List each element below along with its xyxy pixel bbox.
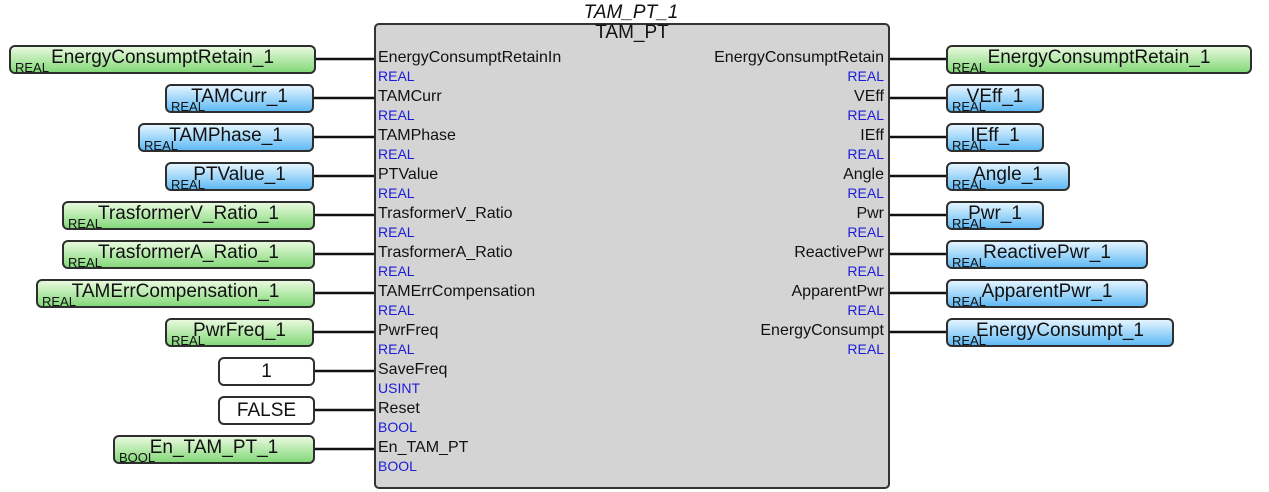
variable-type: REAL [171,177,205,192]
output-pin-type: REAL [847,146,884,162]
variable-box-input-4[interactable]: TrasformerV_Ratio_1 REAL [62,201,315,231]
input-pin-name: TAMPhase [378,127,456,144]
block-type-name: TAM_PT [595,22,669,43]
constant-box-input-9[interactable]: FALSE [218,396,315,425]
output-pin-name: IEff [860,127,884,144]
variable-type: REAL [42,294,76,309]
variable-name: ReactivePwr_1 [983,242,1111,263]
output-pin-type: REAL [847,341,884,357]
input-pin-name: SaveFreq [378,361,448,378]
variable-box-output-3[interactable]: Angle_1 REAL [946,162,1070,192]
input-pin-name: TrasformerA_Ratio [378,244,513,261]
variable-box-input-3[interactable]: PTValue_1 REAL [165,162,314,192]
input-pin-name: TAMCurr [378,88,442,105]
input-pin-type: USINT [378,380,420,396]
variable-type: REAL [952,333,986,348]
output-pin-type: REAL [847,68,884,84]
input-pin-type: REAL [378,68,415,84]
variable-type: REAL [15,60,49,75]
variable-name: ApparentPwr_1 [981,281,1113,302]
input-pin-name: Reset [378,400,420,417]
variable-box-input-5[interactable]: TrasformerA_Ratio_1 REAL [62,240,315,270]
input-pin-name: PTValue [378,166,439,183]
output-pin-name: ReactivePwr [794,244,884,261]
variable-type: REAL [952,255,986,270]
input-pin-name: TrasformerV_Ratio [378,205,513,222]
variable-name: Angle_1 [973,164,1043,185]
variable-box-input-10[interactable]: En_TAM_PT_1 BOOL [113,435,315,465]
variable-name: EnergyConsumptRetain_1 [51,47,274,68]
output-pin-type: REAL [847,263,884,279]
variable-type: REAL [171,333,205,348]
output-pin-type: REAL [847,302,884,318]
variable-type: REAL [68,216,102,231]
input-pin-type: REAL [378,146,415,162]
variable-name: TrasformerA_Ratio_1 [98,242,279,263]
input-pin-type: REAL [378,341,415,357]
variable-name: EnergyConsumpt_1 [976,320,1144,341]
output-pin-type: REAL [847,185,884,201]
input-pin-type: REAL [378,107,415,123]
output-pin-type: REAL [847,107,884,123]
variable-name: TAMCurr_1 [191,86,288,107]
variable-type: REAL [952,60,986,75]
input-pin-type: BOOL [378,458,417,474]
variable-name: 1 [261,361,272,382]
variable-type: REAL [952,294,986,309]
output-pin-name: Angle [843,166,884,183]
variable-name: PwrFreq_1 [193,320,286,341]
input-pin-type: REAL [378,263,415,279]
input-pin-type: REAL [378,185,415,201]
input-pin-name: PwrFreq [378,322,439,339]
variable-name: Pwr_1 [968,203,1022,224]
variable-type: REAL [144,138,178,153]
output-pin-name: Pwr [856,205,884,222]
input-pin-name: EnergyConsumptRetainIn [378,49,562,66]
input-pin-type: REAL [378,224,415,240]
variable-name: TAMErrCompensation_1 [71,281,280,302]
variable-name: En_TAM_PT_1 [149,437,279,458]
variable-type: REAL [952,216,986,231]
output-pin-name: VEff [854,88,884,105]
constant-box-input-8[interactable]: 1 [218,357,315,386]
variable-box-output-1[interactable]: VEff_1 REAL [946,84,1044,114]
variable-box-input-1[interactable]: TAMCurr_1 REAL [165,84,314,114]
variable-name: TAMPhase_1 [169,125,283,146]
variable-box-output-2[interactable]: IEff_1 REAL [946,123,1044,153]
variable-box-output-6[interactable]: ApparentPwr_1 REAL [946,279,1148,309]
function-block[interactable] [374,23,890,489]
output-pin-name: ApparentPwr [791,283,885,300]
variable-box-input-6[interactable]: TAMErrCompensation_1 REAL [36,279,315,309]
variable-name: EnergyConsumptRetain_1 [987,47,1211,68]
variable-type: REAL [68,255,102,270]
variable-box-input-7[interactable]: PwrFreq_1 REAL [165,318,314,348]
variable-name: TrasformerV_Ratio_1 [98,203,279,224]
output-pin-type: REAL [847,224,884,240]
variable-type: REAL [171,99,205,114]
variable-box-input-2[interactable]: TAMPhase_1 REAL [138,123,314,153]
variable-type: REAL [952,177,986,192]
input-pin-type: BOOL [378,419,417,435]
block-instance-name: TAM_PT_1 [583,2,679,23]
variable-box-input-0[interactable]: EnergyConsumptRetain_1 REAL [9,45,316,75]
variable-box-output-4[interactable]: Pwr_1 REAL [946,201,1044,231]
variable-name: VEff_1 [966,86,1024,107]
variable-name: IEff_1 [970,125,1020,146]
variable-type: REAL [952,138,986,153]
variable-box-output-7[interactable]: EnergyConsumpt_1 REAL [946,318,1174,348]
variable-type: REAL [952,99,986,114]
variable-name: FALSE [236,400,297,421]
output-pin-name: EnergyConsumptRetain [714,49,884,66]
variable-box-output-0[interactable]: EnergyConsumptRetain_1 REAL [946,45,1252,75]
input-pin-name: TAMErrCompensation [378,283,536,300]
variable-name: PTValue_1 [193,164,286,185]
output-pin-name: EnergyConsumpt [760,322,884,339]
variable-box-output-5[interactable]: ReactivePwr_1 REAL [946,240,1148,270]
variable-type: BOOL [119,450,156,465]
input-pin-type: REAL [378,302,415,318]
input-pin-name: En_TAM_PT [378,439,469,456]
